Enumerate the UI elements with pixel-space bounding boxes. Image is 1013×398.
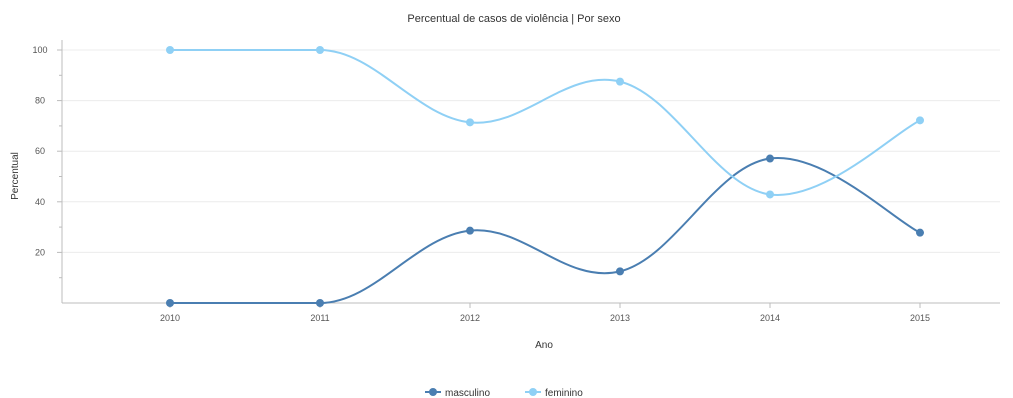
series-line-feminino [170, 48, 921, 196]
data-point-feminino[interactable] [316, 46, 324, 54]
data-point-masculino[interactable] [166, 299, 174, 307]
data-point-masculino[interactable] [916, 228, 924, 237]
legend-marker-icon [529, 388, 537, 396]
y-tick-label: 40 [35, 197, 45, 207]
data-point-masculino[interactable] [466, 226, 474, 235]
data-point-masculino[interactable] [766, 154, 774, 163]
series-line-masculino [170, 157, 921, 305]
x-tick-label: 2011 [310, 313, 329, 323]
data-point-feminino[interactable] [616, 77, 624, 86]
data-point-masculino[interactable] [316, 299, 324, 307]
y-tick-label: 60 [35, 146, 45, 156]
data-point-feminino[interactable] [766, 190, 774, 199]
series-feminino [166, 46, 924, 199]
x-axis-label: Ano [535, 340, 553, 351]
gridlines [62, 49, 1000, 253]
data-point-feminino[interactable] [916, 116, 924, 125]
y-axis-label: Percentual [10, 152, 21, 200]
y-tick-label: 80 [35, 96, 45, 106]
legend-item-masculino[interactable]: masculino [425, 388, 490, 398]
x-tick-label: 2012 [460, 313, 480, 323]
legend-label: feminino [545, 388, 583, 398]
x-axis-ticks: 2010 2011 2012 2013 2014 2015 [160, 303, 930, 323]
x-tick-label: 2015 [910, 313, 930, 323]
series-masculino [166, 154, 924, 307]
data-point-masculino[interactable] [616, 267, 624, 276]
y-tick-label: 20 [35, 247, 45, 257]
x-tick-label: 2013 [610, 313, 630, 323]
legend-label: masculino [445, 388, 490, 398]
x-tick-label: 2010 [160, 313, 180, 323]
y-tick-label: 100 [32, 45, 47, 55]
y-axis-ticks: 20 40 60 80 100 [32, 45, 62, 279]
legend-item-feminino[interactable]: feminino [525, 388, 583, 398]
legend-marker-icon [429, 388, 437, 396]
series-layer [166, 46, 924, 307]
x-tick-label: 2014 [760, 313, 780, 323]
legend[interactable]: masculino feminino [425, 388, 583, 398]
data-point-feminino[interactable] [466, 118, 474, 127]
data-point-feminino[interactable] [166, 46, 174, 54]
chart-title: Percentual de casos de violência | Por s… [407, 13, 620, 25]
